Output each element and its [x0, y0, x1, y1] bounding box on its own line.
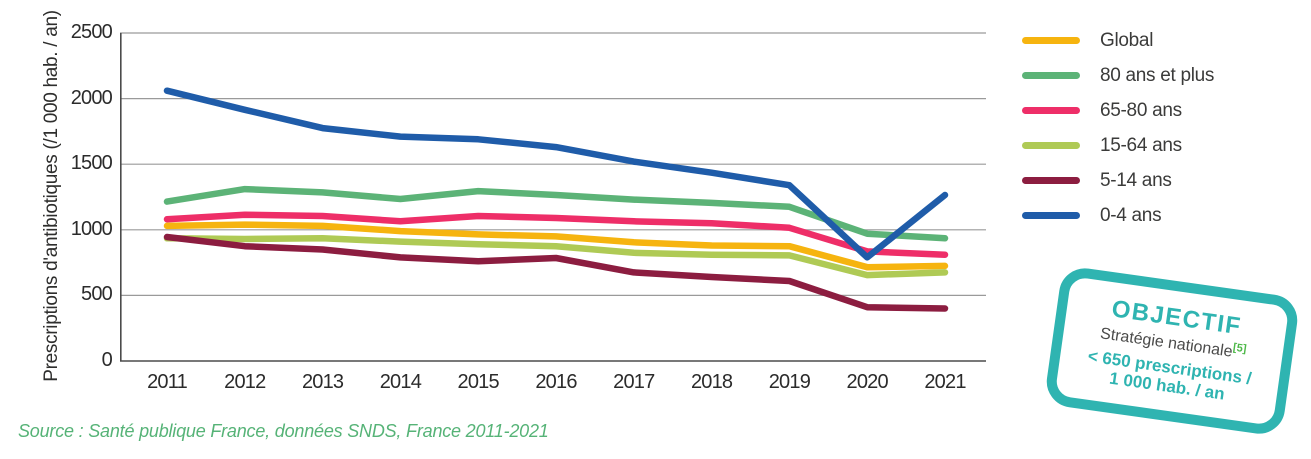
- y-tick-label: 2500: [70, 21, 113, 43]
- line-series-15-64-ans: [163, 235, 949, 279]
- x-tick-label: 2021: [924, 371, 966, 393]
- y-axis-title: Prescriptions d'antibiotiques (/1 000 ha…: [41, 10, 62, 382]
- line-series-5-14-ans: [163, 233, 949, 312]
- x-tick-label: 2014: [379, 371, 422, 393]
- x-tick-label: 2019: [768, 371, 811, 393]
- x-tick-label: 2020: [846, 371, 889, 393]
- chart-legend: Global 80 ans et plus 65-80 ans 15-64 ans 5-…: [1022, 23, 1214, 233]
- legend-swatch: [1022, 177, 1080, 184]
- legend-swatch: [1022, 107, 1080, 114]
- y-tick-label: 1500: [70, 152, 113, 175]
- legend-item-15-64-ans: 15-64 ans: [1022, 128, 1214, 163]
- line-series-global: [163, 221, 949, 271]
- y-tick-label: 2000: [70, 86, 113, 109]
- plot-area: [120, 32, 986, 362]
- legend-item-0-4-ans: 0-4 ans: [1022, 198, 1214, 233]
- legend-label: 80 ans et plus: [1100, 64, 1215, 86]
- legend-label: 15-64 ans: [1100, 134, 1182, 156]
- line-series-80-ans-et-plus: [163, 185, 949, 242]
- x-tick-label: 2013: [301, 371, 344, 393]
- x-tick-label: 2016: [535, 371, 577, 393]
- y-tick-label: 0: [101, 349, 113, 371]
- x-tick-label: 2017: [613, 371, 655, 393]
- legend-label: Global: [1100, 29, 1154, 51]
- line-series-0-4-ans: [163, 87, 949, 261]
- x-tick-label: 2012: [224, 371, 266, 393]
- legend-label: 0-4 ans: [1100, 204, 1162, 226]
- x-tick-label: 2018: [690, 371, 733, 393]
- legend-label: 5-14 ans: [1100, 169, 1172, 191]
- objective-reference: [5]: [1232, 341, 1248, 356]
- x-tick-label: 2011: [147, 371, 188, 393]
- legend-item-80-ans-et-plus: 80 ans et plus: [1022, 58, 1214, 93]
- legend-item-5-14-ans: 5-14 ans: [1022, 163, 1214, 198]
- y-tick-label: 1000: [70, 217, 113, 240]
- x-tick-label: 2015: [457, 371, 500, 393]
- line-series-65-80-ans: [163, 211, 949, 258]
- legend-swatch: [1022, 37, 1080, 44]
- objective-stamp: OBJECTIF Stratégie nationale[5] < 650 pr…: [1043, 264, 1301, 438]
- legend-item-global: Global: [1022, 23, 1214, 58]
- legend-item-65-80-ans: 65-80 ans: [1022, 93, 1214, 128]
- legend-label: 65-80 ans: [1100, 99, 1182, 121]
- legend-swatch: [1022, 72, 1080, 79]
- source-caption: Source : Santé publique France, données …: [18, 421, 549, 441]
- legend-swatch: [1022, 212, 1080, 219]
- legend-swatch: [1022, 142, 1080, 149]
- y-tick-label: 500: [81, 283, 113, 306]
